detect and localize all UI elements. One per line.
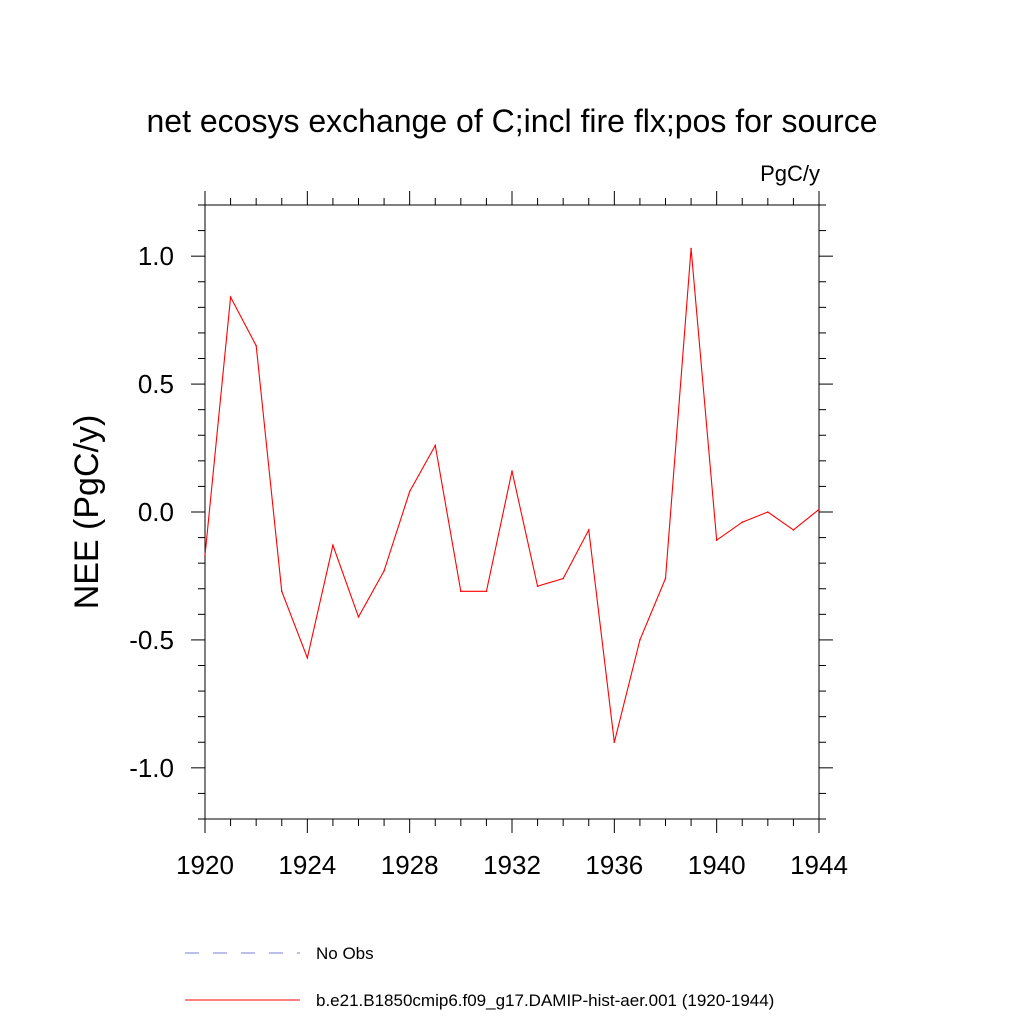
x-tick-label: 1936 xyxy=(585,850,643,880)
x-tick-label: 1924 xyxy=(278,850,336,880)
data-point xyxy=(613,741,616,744)
data-point xyxy=(639,639,641,641)
chart-title: net ecosys exchange of C;incl fire flx;p… xyxy=(146,103,877,139)
data-point xyxy=(818,508,820,511)
data-point xyxy=(715,539,718,541)
series-line xyxy=(204,248,820,743)
data-point xyxy=(792,529,795,531)
data-point xyxy=(485,590,488,593)
y-tick-label: -0.5 xyxy=(129,625,174,655)
data-point xyxy=(562,577,564,580)
x-tick-label: 1920 xyxy=(176,850,234,880)
data-point xyxy=(767,511,769,513)
data-point xyxy=(587,529,590,531)
legend-label-model-run: b.e21.B1850cmip6.f09_g17.DAMIP-hist-aer.… xyxy=(316,991,774,1010)
data-point xyxy=(511,470,513,472)
y-tick-label: 0.0 xyxy=(138,497,174,527)
data-point xyxy=(229,296,232,298)
x-tick-label: 1944 xyxy=(790,850,848,880)
data-point xyxy=(536,585,539,587)
data-point xyxy=(255,344,257,347)
data-point xyxy=(408,490,411,493)
data-point xyxy=(460,590,462,593)
data-point xyxy=(434,444,437,447)
x-tick-label: 1940 xyxy=(688,850,746,880)
data-point xyxy=(357,616,360,618)
data-point xyxy=(204,554,206,557)
units-label: PgC/y xyxy=(760,161,820,186)
x-tick-labels: 1920 1924 1928 1932 1936 1940 1944 xyxy=(176,850,848,880)
data-point xyxy=(332,544,334,547)
data-point xyxy=(664,577,667,580)
data-point xyxy=(690,247,692,250)
y-tick-label: -1.0 xyxy=(129,753,174,783)
legend-label-no-obs: No Obs xyxy=(316,944,374,963)
data-point xyxy=(306,657,309,659)
axis-ticks xyxy=(191,191,833,833)
y-tick-labels: 1.0 0.5 0.0 -0.5 -1.0 xyxy=(129,241,174,783)
y-tick-label: 1.0 xyxy=(138,241,174,271)
y-axis-title: NEE (PgC/y) xyxy=(68,415,106,610)
series-layer xyxy=(204,247,820,744)
data-point xyxy=(383,570,385,572)
x-tick-label: 1928 xyxy=(381,850,439,880)
y-tick-label: 0.5 xyxy=(138,369,174,399)
x-tick-label: 1932 xyxy=(483,850,541,880)
plot-frame xyxy=(204,204,820,820)
data-point xyxy=(280,590,283,593)
data-point xyxy=(741,521,744,524)
legend: No Obs b.e21.B1850cmip6.f09_g17.DAMIP-hi… xyxy=(185,944,774,1010)
